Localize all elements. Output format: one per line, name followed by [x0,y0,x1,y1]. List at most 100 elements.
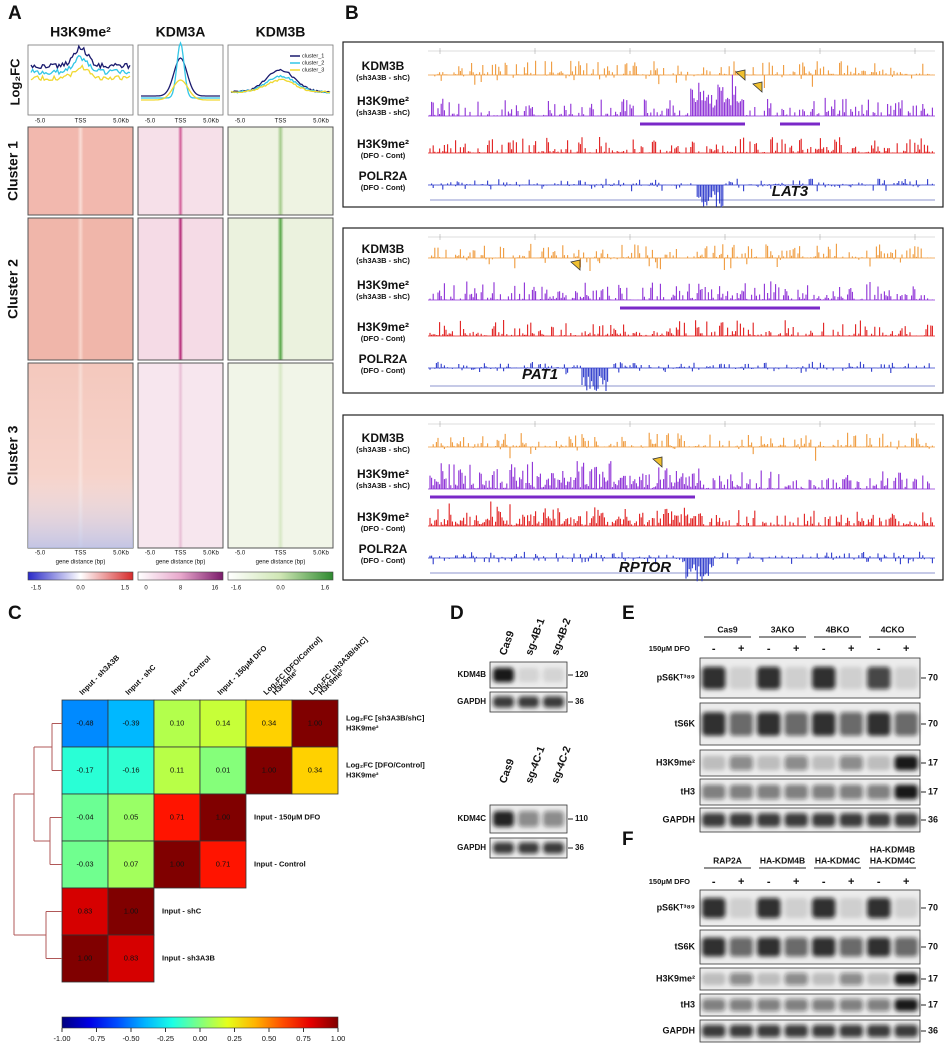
treatment-sign: + [848,643,854,655]
track-sub: (DFO - Cont) [361,524,406,533]
cell-label: 0.07 [124,859,139,868]
x-axis-label: gene distance (bp) [56,560,106,566]
heatmap-x-tick: TSS [175,551,187,557]
group-label: HA-KDM4C [815,855,860,865]
band [867,897,891,919]
signal-track [429,461,930,489]
y-axis-label: Log₂FC [7,58,22,106]
row-label: Input - sh3A3B [162,953,216,962]
gene-name: LAT3 [772,183,809,200]
band [702,937,726,957]
size-label: 70 [928,941,938,951]
group-label: RAP2A [713,855,742,865]
band [518,811,539,827]
heatmap-cell [291,699,339,748]
row-label: GAPDH [457,843,486,852]
band [518,696,539,708]
band [812,813,836,827]
group-label: HA-KDM4C [870,855,915,865]
band [867,937,891,957]
colorbar-tick: 0.50 [262,1034,277,1043]
colorbar [137,571,224,581]
heatmap [137,362,224,549]
track-name: H3K9me² [357,94,409,108]
treatment-sign: + [903,643,909,655]
band [784,897,808,919]
band [812,998,836,1012]
band [894,755,918,771]
size-label: 17 [928,786,938,796]
signal-track [429,281,933,300]
treatment-sign: - [822,643,826,655]
profile-x-tick: 5.0Kb [203,119,219,125]
cell-label: 0.71 [216,859,231,868]
colorbar-tick: -0.75 [88,1034,105,1043]
profile-curve [141,57,220,97]
band [702,1024,726,1038]
treatment-sign: + [738,876,744,888]
size-label: 110 [575,814,588,823]
band [894,972,918,986]
cluster-label: Cluster 2 [5,259,21,319]
heatmap-cell [107,699,155,748]
row-label: Input - shC [162,906,202,915]
cell-label: 0.83 [124,953,139,962]
band [493,696,514,708]
heatmap-cell [245,699,293,748]
band [729,784,753,800]
band [894,666,918,690]
cell-label: 1.00 [216,812,231,821]
profile-x-tick: -5.0 [145,119,156,125]
row-label: H3K9me² [346,770,379,779]
colorbar-tick: 16 [212,586,219,592]
band [894,998,918,1012]
band [812,666,836,690]
band [784,998,808,1012]
band [867,712,891,736]
cluster-label: Cluster 3 [5,425,21,485]
legend-label: cluster_3 [302,67,324,73]
band [757,998,781,1012]
arrowhead [570,259,581,271]
track-name: POLR2A [359,542,408,556]
heatmap-x-tick: 5.0Kb [313,551,329,557]
band [894,712,918,736]
band [729,755,753,771]
profile-curve [230,78,331,94]
row-label: KDM4C [458,814,487,823]
heatmap [227,217,334,361]
band [729,972,753,986]
heatmap-cell [107,887,155,936]
band [839,1024,863,1038]
legend-label: cluster_2 [302,60,324,66]
band [812,712,836,736]
track-name: H3K9me² [357,137,409,151]
profile-curve [141,79,220,101]
band [839,897,863,919]
band [784,712,808,736]
colorbar-tick: -0.25 [157,1034,174,1043]
size-label: 36 [575,697,584,706]
signal-track [429,501,933,526]
profile-curve [30,54,131,76]
x-axis-label: gene distance (bp) [156,560,206,566]
heatmap-x-tick: 5.0Kb [113,551,129,557]
group-label: 4CKO [881,624,905,634]
column-title: KDM3B [256,24,306,40]
colorbar-tick: -1.00 [53,1034,70,1043]
column-label: Input - 150μM DFO [215,643,268,696]
colorbar-tick: 0.0 [76,586,85,592]
band [757,712,781,736]
heatmap-cell [199,793,247,842]
gene-name: RPTOR [619,559,671,576]
band [784,937,808,957]
band [702,813,726,827]
track-name: KDM3B [362,59,405,73]
size-label: 70 [928,902,938,912]
track-name: H3K9me² [357,467,409,481]
treatment-sign: + [793,643,799,655]
colorbar [61,1016,339,1029]
heatmap [137,126,224,216]
arrowhead [735,69,746,81]
panel-letter: A [8,3,22,24]
